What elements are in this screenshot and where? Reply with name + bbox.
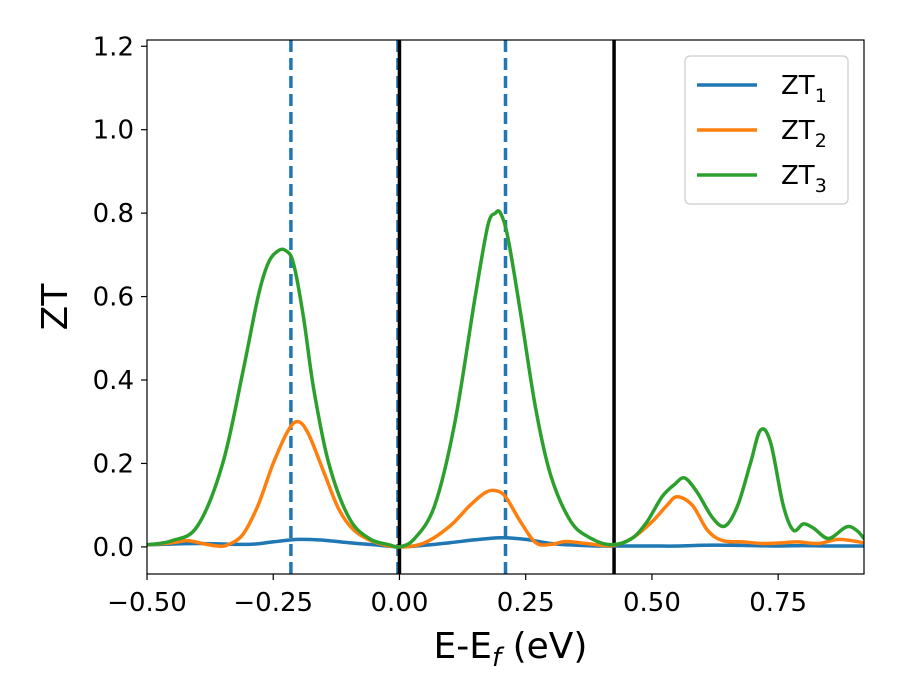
y-tick-label: 0.0 (93, 533, 134, 563)
x-axis-label: E-Ef (eV) (434, 626, 588, 673)
y-axis-ticks: 0.0 0.2 0.4 0.6 0.8 1.0 1.2 (93, 32, 147, 563)
x-tick-label: 0.75 (749, 588, 807, 618)
y-tick-label: 0.4 (93, 366, 134, 396)
x-tick-label: −0.25 (233, 588, 313, 618)
x-tick-label: 0.50 (623, 588, 681, 618)
series-line-zt1 (147, 535, 864, 549)
series-lines (147, 208, 864, 549)
series-line-zt3 (147, 208, 864, 549)
legend-label-zt1: ZT1 (781, 71, 827, 107)
x-axis-label-unit: (eV) (501, 626, 587, 667)
x-tick-label: 0.00 (371, 588, 429, 618)
reference-lines (289, 40, 616, 574)
y-tick-label: 1.0 (93, 116, 134, 146)
series-line-zt2 (147, 419, 864, 549)
legend-label-zt3: ZT3 (781, 161, 827, 197)
legend-label-zt2: ZT2 (781, 116, 827, 152)
x-tick-label: −0.50 (107, 588, 187, 618)
legend-box (684, 55, 849, 205)
y-tick-label: 0.8 (93, 199, 134, 229)
y-tick-label: 1.2 (93, 32, 134, 62)
y-axis-label: ZT (35, 283, 76, 331)
x-axis-label-main: E-E (434, 626, 492, 667)
x-tick-label: 0.25 (497, 588, 555, 618)
legend: ZT1 ZT2 ZT3 (684, 55, 849, 205)
y-tick-label: 0.2 (93, 449, 134, 479)
x-axis-ticks: −0.50 −0.25 0.00 0.25 0.50 0.75 (107, 574, 807, 618)
plot-frame (146, 39, 865, 575)
y-tick-label: 0.6 (93, 283, 134, 313)
